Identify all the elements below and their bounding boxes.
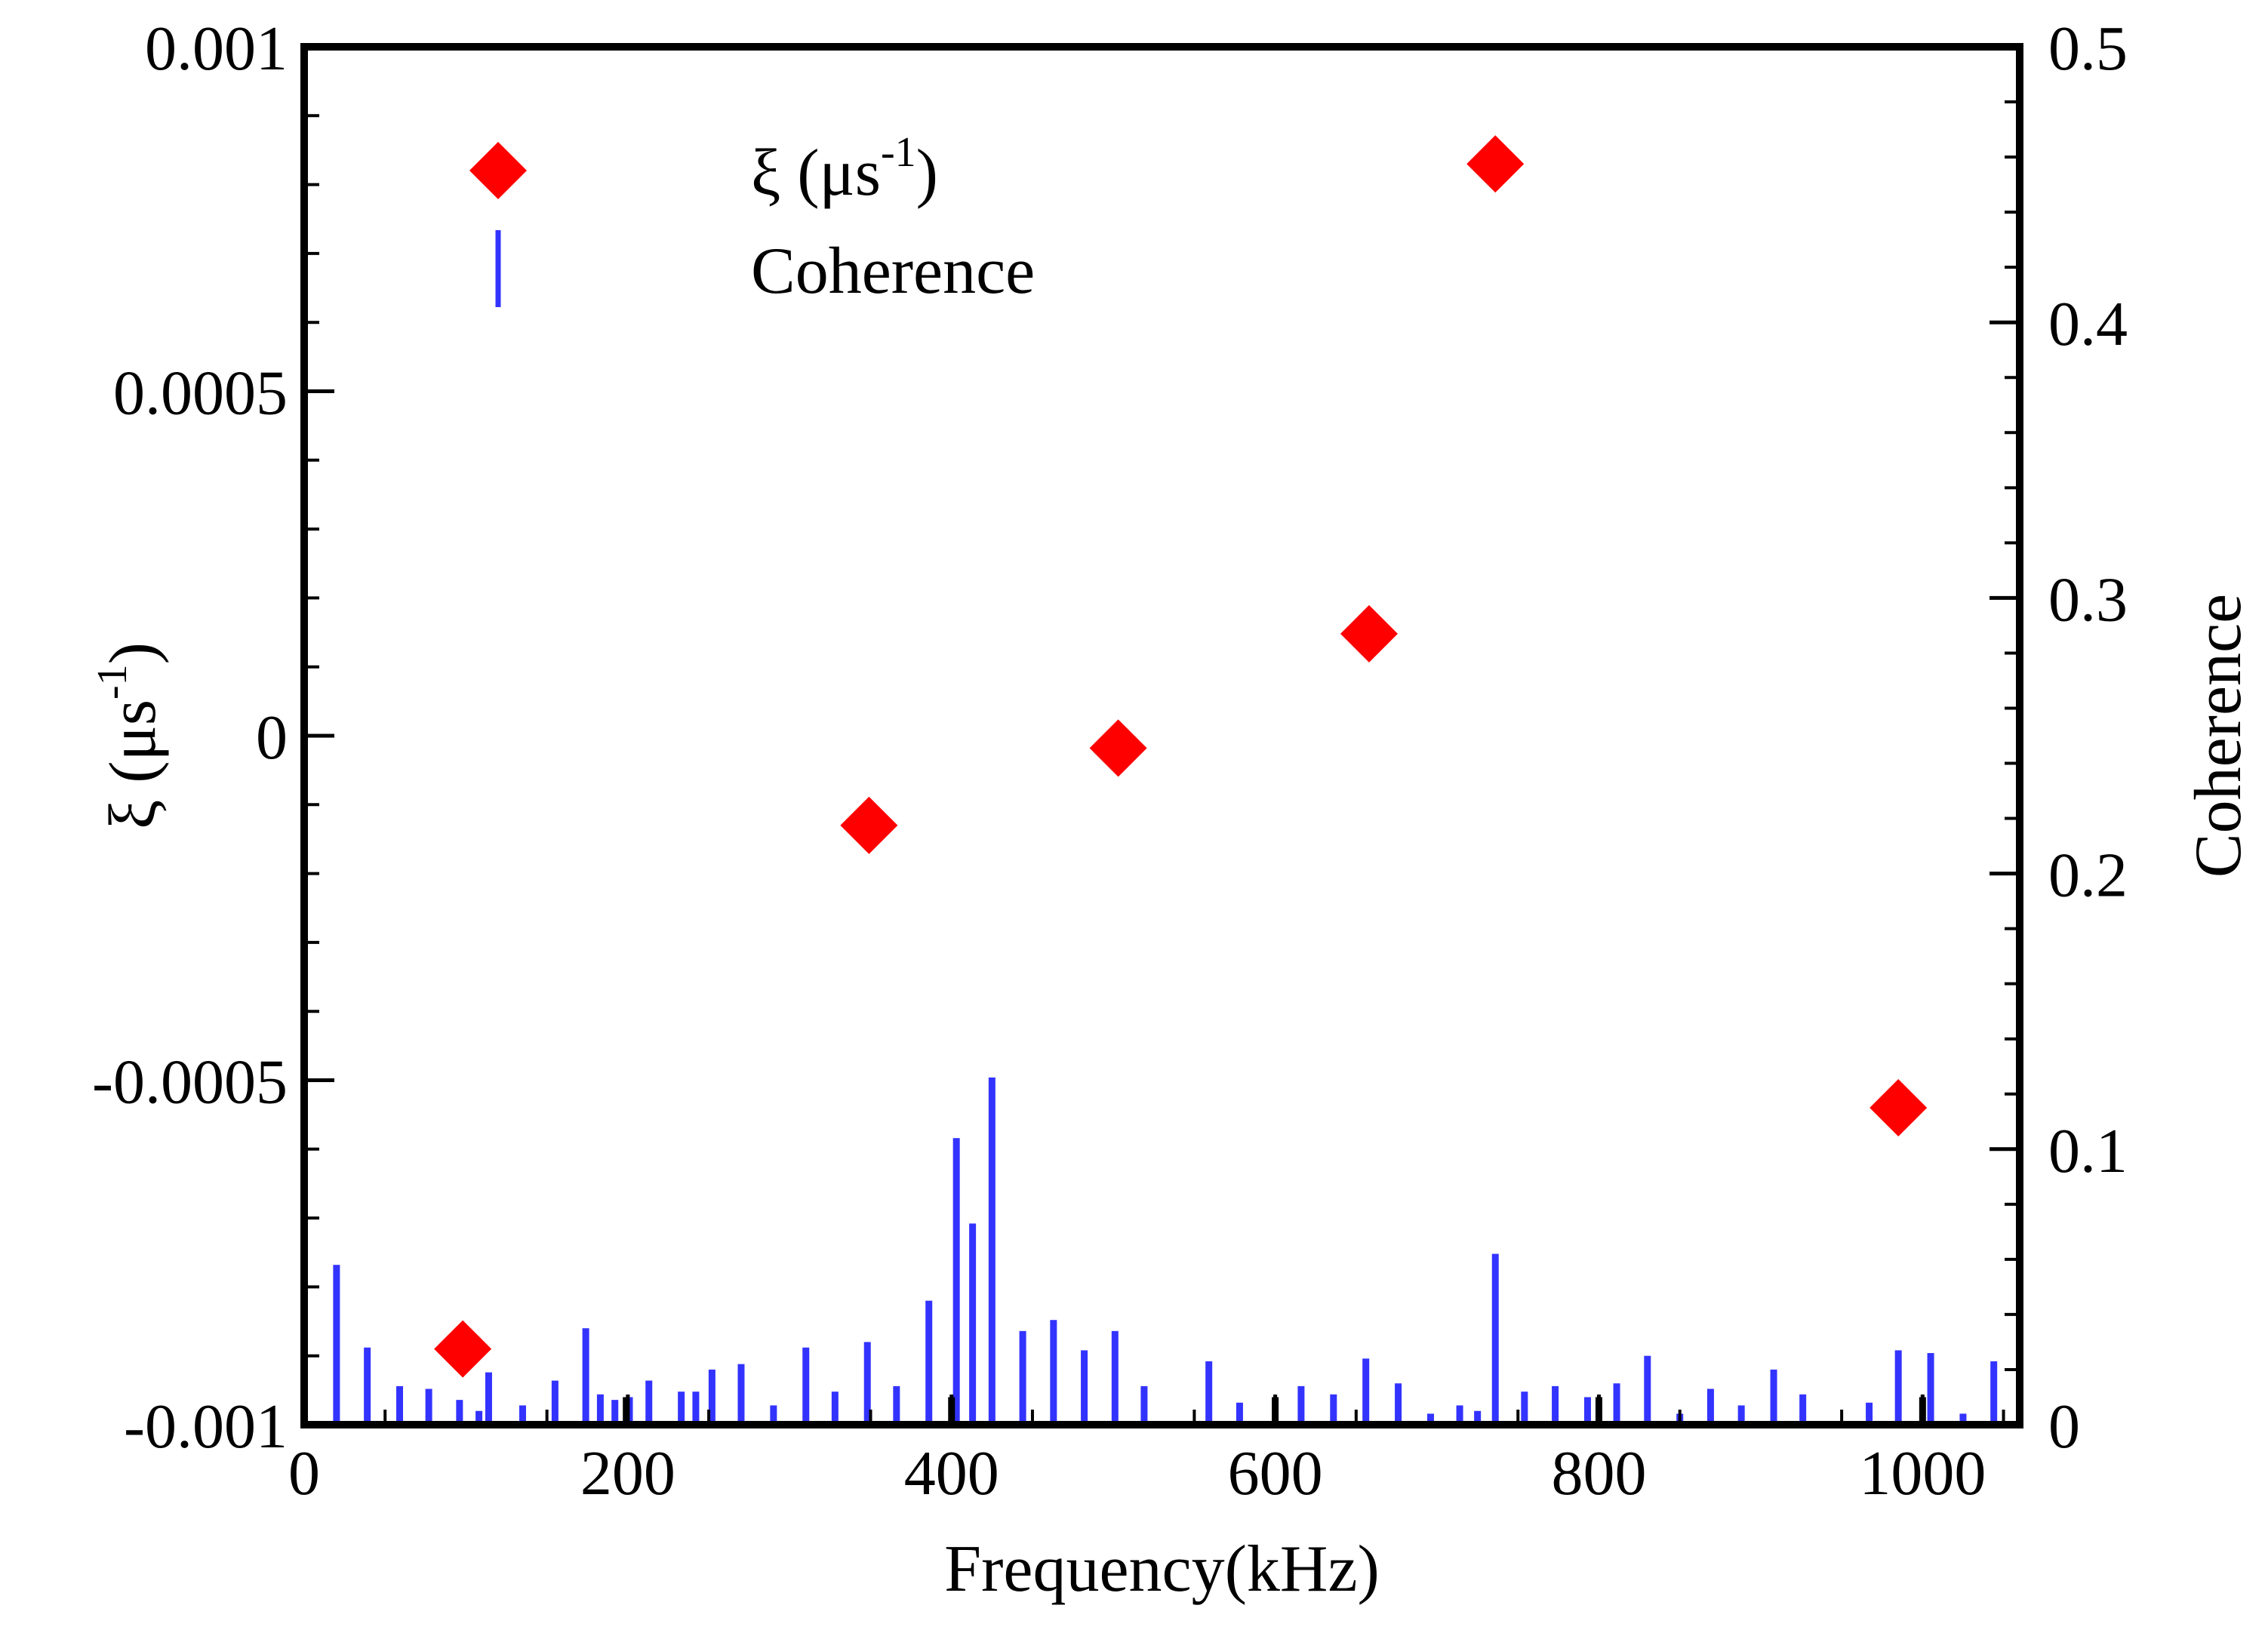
xi-point	[1466, 135, 1525, 193]
coherence-bar	[1456, 1405, 1463, 1425]
y-left-axis-title-main: ξ (μs	[97, 700, 170, 829]
coherence-bars	[333, 1077, 1998, 1425]
coherence-bar	[551, 1380, 559, 1425]
coherence-bar	[708, 1369, 715, 1425]
y-right-tick-label: 0	[2048, 1392, 2080, 1462]
xi-point	[1869, 1079, 1928, 1137]
coherence-bar	[1140, 1385, 1148, 1425]
coherence-bar	[831, 1392, 839, 1425]
y-right-tick-label: 0.4	[2048, 289, 2128, 359]
coherence-bar	[333, 1265, 340, 1425]
xi-point	[1089, 719, 1147, 777]
coherence-bar	[737, 1364, 745, 1425]
coherence-bar	[1395, 1383, 1402, 1425]
coherence-bar	[582, 1328, 589, 1425]
legend-label-xi-main: ξ (μs	[751, 137, 881, 210]
coherence-bar	[645, 1380, 653, 1425]
coherence-bar	[1706, 1388, 1714, 1425]
y-left-tick-label: 0.0005	[113, 358, 288, 429]
coherence-bar	[925, 1300, 933, 1425]
y-left-tick-label: -0.0005	[92, 1047, 288, 1118]
tick-labels: 0 200 400 600 800 1000 -0.001 -0.0005 0 0.0005 0.0…	[92, 14, 2128, 1508]
xi-points	[434, 135, 1928, 1378]
coherence-bar	[1959, 1413, 1967, 1425]
coherence-bar	[1552, 1385, 1559, 1425]
coherence-bar	[802, 1347, 810, 1425]
coherence-bar	[1894, 1350, 1902, 1425]
coherence-bar	[1426, 1413, 1434, 1425]
y-left-tick-label: 0.001	[145, 14, 288, 84]
axis-ticks	[302, 45, 2020, 1427]
coherence-bar	[678, 1392, 685, 1425]
x-tick-label: 200	[580, 1438, 675, 1508]
x-tick-label: 400	[904, 1438, 999, 1508]
coherence-bar	[596, 1394, 604, 1425]
coherence-bar	[425, 1388, 432, 1425]
coherence-bar	[396, 1385, 404, 1425]
y-left-axis-title-close: )	[97, 642, 170, 664]
coherence-bar	[1491, 1253, 1499, 1425]
coherence-bar	[952, 1138, 960, 1425]
xi-point	[434, 1320, 492, 1378]
legend-label-xi-close: )	[916, 137, 938, 210]
coherence-bar	[1644, 1355, 1651, 1425]
coherence-bar	[1297, 1385, 1305, 1425]
legend-label-coherence: Coherence	[751, 235, 1035, 308]
coherence-bar	[1019, 1330, 1026, 1425]
y-right-tick-label: 0.1	[2048, 1116, 2128, 1186]
coherence-bar	[1927, 1353, 1934, 1425]
coherence-bar	[1521, 1392, 1528, 1425]
coherence-bar	[692, 1392, 700, 1425]
coherence-bar	[770, 1405, 777, 1425]
x-axis-title: Frequency(kHz)	[944, 1533, 1380, 1606]
legend-label-xi: ξ (μs-1)	[751, 129, 938, 210]
coherence-bar	[893, 1385, 900, 1425]
coherence-bar	[1050, 1320, 1057, 1425]
coherence-bar	[1205, 1361, 1213, 1425]
coherence-bar	[456, 1400, 463, 1425]
coherence-bar	[611, 1400, 619, 1425]
y-left-axis-title-sup: -1	[89, 664, 136, 700]
y-right-tick-label: 0.5	[2048, 14, 2128, 84]
y-right-tick-label: 0.2	[2048, 841, 2128, 911]
coherence-bar	[1362, 1358, 1370, 1425]
coherence-bar	[1236, 1402, 1243, 1425]
coherence-bar	[1330, 1394, 1337, 1425]
xi-point	[840, 796, 898, 854]
coherence-bar	[364, 1347, 371, 1425]
x-tick-label: 600	[1228, 1438, 1323, 1508]
y-right-axis-title: Coherence	[2182, 594, 2255, 878]
coherence-bar	[863, 1342, 871, 1425]
coherence-bar	[485, 1372, 492, 1425]
x-tick-label: 0	[288, 1438, 320, 1508]
coherence-bar	[1737, 1405, 1745, 1425]
xi-point	[1340, 604, 1398, 663]
legend-diamond-marker	[469, 142, 527, 199]
y-left-tick-label: -0.001	[124, 1392, 288, 1462]
coherence-bar	[1770, 1369, 1777, 1425]
coherence-bar	[519, 1405, 526, 1425]
coherence-bar	[1474, 1410, 1482, 1425]
coherence-bar	[1583, 1397, 1591, 1425]
coherence-bar	[475, 1410, 483, 1425]
coherence-bar	[1081, 1350, 1088, 1425]
coherence-bar	[969, 1223, 977, 1425]
legend-label-xi-sup: -1	[881, 129, 916, 176]
y-right-tick-label: 0.3	[2048, 564, 2128, 635]
x-tick-label: 1000	[1859, 1438, 1986, 1508]
coherence-bar	[1613, 1383, 1620, 1425]
plot-frame	[300, 43, 2023, 1428]
legend: ξ (μs-1) Coherence	[469, 129, 1035, 308]
coherence-bar	[1111, 1330, 1119, 1425]
x-tick-label: 800	[1551, 1438, 1646, 1508]
coherence-bar	[1799, 1394, 1807, 1425]
y-left-axis-title: ξ (μs-1)	[89, 642, 170, 829]
coherence-bar	[1990, 1361, 1998, 1425]
coherence-bar	[1866, 1402, 1873, 1425]
coherence-bar	[988, 1077, 996, 1425]
y-left-tick-label: 0	[256, 703, 288, 773]
